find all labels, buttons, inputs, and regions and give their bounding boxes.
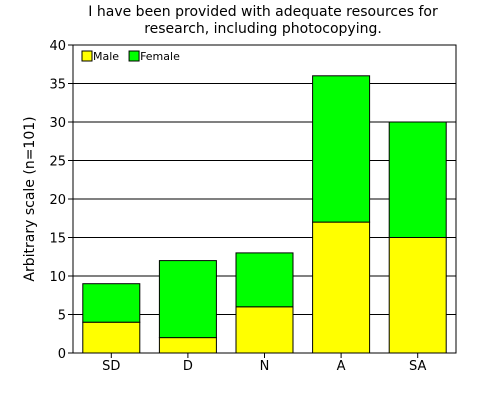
- y-tick-label: 40: [49, 39, 66, 54]
- bar-male-a: [312, 221, 371, 354]
- x-tick-label: SA: [409, 359, 426, 374]
- bar-female-sd: [82, 283, 141, 323]
- bar-male-sd: [82, 321, 141, 354]
- y-axis-label: Arbitrary scale (n=101): [22, 116, 38, 281]
- bar-female-n: [235, 252, 294, 308]
- plot-frame: [72, 44, 457, 354]
- chart-title-line-1: I have been provided with adequate resou…: [88, 4, 438, 20]
- bar-female-a: [312, 75, 371, 223]
- x-tick-label: SD: [102, 359, 120, 374]
- y-tick-label: 0: [58, 347, 66, 362]
- chart-title-line-2: research, including photocopying.: [144, 21, 382, 37]
- bar-male-d: [158, 337, 217, 354]
- y-tick-label: 5: [58, 309, 66, 324]
- y-tick-label: 10: [49, 270, 66, 285]
- y-tick-label: 20: [49, 193, 66, 208]
- legend-label-male: Male: [93, 50, 119, 63]
- bar-female-d: [158, 260, 217, 339]
- x-tick-label: N: [260, 359, 270, 374]
- y-tick-label: 15: [49, 232, 66, 247]
- bar-male-n: [235, 306, 294, 354]
- y-tick-label: 30: [49, 116, 66, 131]
- y-tick-label: 25: [49, 155, 66, 170]
- bar-male-sa: [388, 237, 447, 354]
- x-tick-label: D: [183, 359, 193, 374]
- bar-female-sa: [388, 121, 447, 238]
- legend-swatch-male: [81, 50, 93, 62]
- x-tick-label: A: [337, 359, 346, 374]
- y-tick-label: 35: [49, 78, 66, 93]
- legend-swatch-female: [128, 50, 140, 62]
- legend-label-female: Female: [140, 50, 180, 63]
